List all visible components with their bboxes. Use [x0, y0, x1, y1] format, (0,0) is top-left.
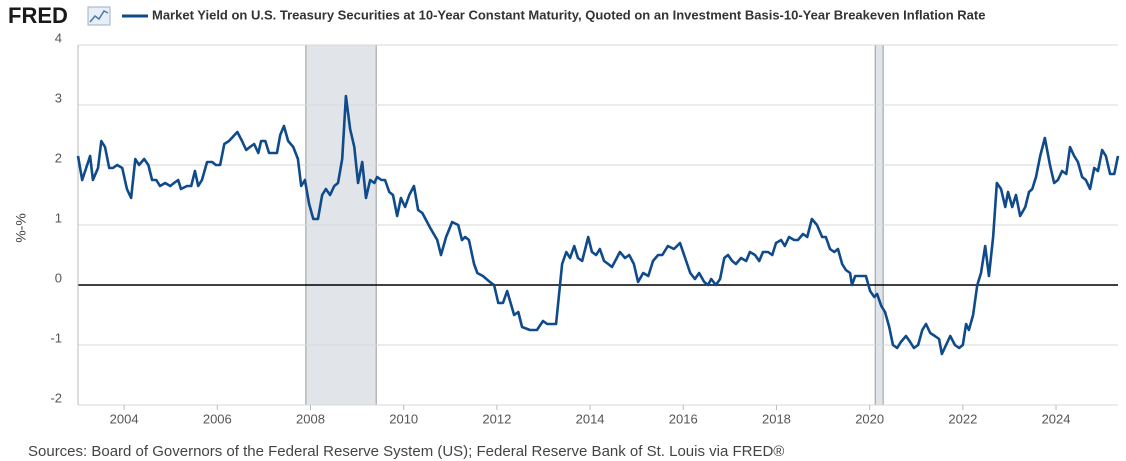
x-tick-label: 2008 — [296, 411, 325, 426]
source: Sources: Board of Governors of the Feder… — [28, 443, 784, 460]
y-tick-label: 4 — [55, 30, 62, 45]
y-axis-title: %-% — [13, 213, 29, 243]
x-tick-label: 2024 — [1042, 411, 1071, 426]
x-tick-label: 2006 — [203, 411, 232, 426]
y-tick-label: -1 — [50, 330, 62, 345]
x-tick-label: 2022 — [948, 411, 977, 426]
logo: FRED — [8, 3, 68, 28]
y-tick-label: 2 — [55, 150, 62, 165]
legend-label: Market Yield on U.S. Treasury Securities… — [152, 7, 985, 22]
y-tick-label: 3 — [55, 90, 62, 105]
x-tick-label: 2016 — [669, 411, 698, 426]
x-tick-label: 2012 — [482, 411, 511, 426]
y-tick-label: 0 — [55, 270, 62, 285]
y-tick-label: -2 — [50, 390, 62, 405]
y-tick-label: 1 — [55, 210, 62, 225]
x-tick-label: 2010 — [389, 411, 418, 426]
series-line — [76, 94, 1120, 356]
x-tick-label: 2014 — [576, 411, 605, 426]
x-tick-label: 2020 — [855, 411, 884, 426]
x-tick-label: 2018 — [762, 411, 791, 426]
logo-icon — [87, 6, 111, 26]
x-tick-label: 2004 — [110, 411, 139, 426]
